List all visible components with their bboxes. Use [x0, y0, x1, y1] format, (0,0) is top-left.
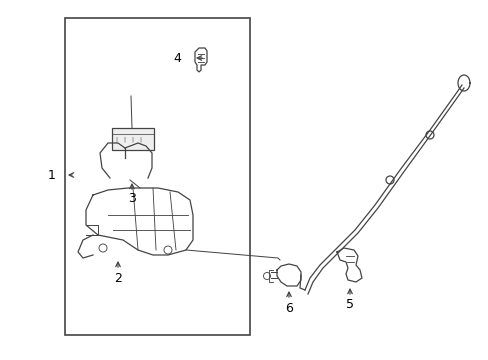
- Text: |: |: [139, 136, 141, 142]
- Text: |: |: [115, 136, 117, 142]
- Text: |: |: [123, 136, 125, 142]
- Text: |: |: [131, 136, 133, 142]
- Text: 4: 4: [173, 51, 181, 64]
- Text: 1: 1: [48, 168, 56, 181]
- Text: 2: 2: [114, 271, 122, 284]
- Text: 3: 3: [128, 192, 136, 204]
- Bar: [65, 18, 249, 335]
- Text: 5: 5: [346, 298, 353, 311]
- Bar: [112, 128, 154, 150]
- Text: 6: 6: [285, 302, 292, 315]
